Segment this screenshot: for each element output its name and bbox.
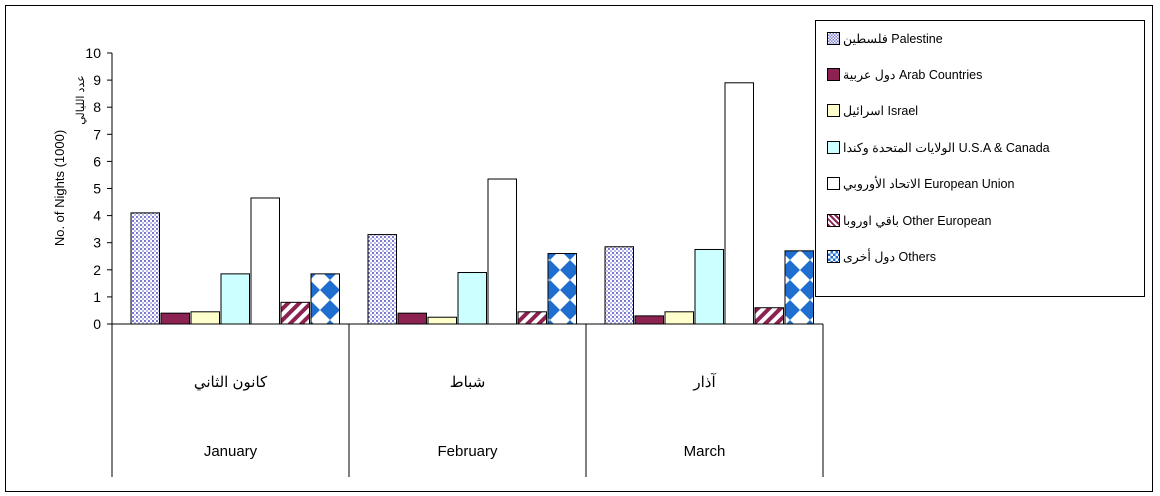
x-tick-label-arabic: آذار: [692, 373, 716, 391]
bar: [310, 273, 340, 325]
y-tick-label: 3: [93, 235, 101, 251]
bar: [784, 250, 814, 325]
y-axis-label-arabic: عدد الليالي: [75, 75, 87, 125]
bar: [280, 301, 310, 325]
x-tick-label: February: [437, 443, 498, 460]
chart-frame: [5, 5, 1153, 492]
y-tick-label: 9: [93, 72, 101, 88]
bar: [367, 234, 397, 325]
legend-item: دول أخرى Others: [827, 247, 936, 265]
legend-label: اسرائيل Israel: [843, 104, 919, 119]
legend-swatch: [827, 140, 840, 154]
legend-item: الولايات المتحدة وكندا U.S.A & Canada: [827, 138, 1050, 156]
bar: [190, 311, 220, 325]
bar: [547, 253, 577, 325]
y-axis-label: No. of Nights (1000): [52, 130, 67, 246]
y-tick-label: 6: [93, 153, 101, 169]
bar: [517, 311, 547, 325]
legend-swatch: [827, 104, 840, 118]
y-tick-label: 10: [85, 45, 101, 61]
x-tick-label-arabic: كانون الثاني: [194, 374, 268, 391]
bar: [634, 315, 664, 325]
bar: [160, 312, 190, 325]
bar: [694, 248, 724, 325]
y-tick-label: 7: [93, 126, 101, 142]
legend-swatch: [827, 31, 840, 45]
y-tick-label: 1: [93, 289, 101, 305]
x-tick-label: January: [204, 443, 258, 460]
legend-swatch: [827, 177, 840, 191]
legend-item: اسرائيل Israel: [827, 102, 918, 120]
y-tick-label: 0: [93, 316, 101, 332]
x-tick-label-arabic: شباط: [450, 374, 486, 391]
legend-item: باقي اوروبا Other European: [827, 211, 991, 229]
legend-swatch: [827, 249, 840, 263]
y-tick-label: 2: [93, 262, 101, 278]
y-tick-label: 8: [93, 99, 101, 115]
legend-item: الاتحاد الأوروبي European Union: [827, 175, 1014, 193]
legend: فلسطين Palestine دول عربية Arab Countries…: [815, 20, 1145, 297]
bar: [427, 316, 457, 325]
legend-swatch: [827, 213, 840, 227]
bar: [724, 82, 754, 325]
y-tick-label: 4: [93, 208, 101, 224]
bar: [754, 307, 784, 325]
x-tick-label: March: [684, 443, 726, 460]
legend-label: الاتحاد الأوروبي European Union: [843, 177, 1015, 192]
bar: [457, 272, 487, 325]
legend-swatch: [827, 67, 840, 81]
legend-item: فلسطين Palestine: [827, 29, 943, 47]
bar: [487, 178, 517, 325]
bar: [130, 212, 160, 325]
legend-label: دول أخرى Others: [843, 249, 937, 264]
bar: [664, 311, 694, 325]
bar: [220, 273, 250, 325]
y-tick-label: 5: [93, 181, 101, 197]
legend-label: الولايات المتحدة وكندا U.S.A & Canada: [843, 140, 1050, 155]
legend-label: دول عربية Arab Countries: [843, 67, 983, 82]
bar: [250, 197, 280, 325]
legend-item: دول عربية Arab Countries: [827, 65, 982, 83]
bar: [397, 312, 427, 325]
bar: [604, 246, 634, 325]
legend-label: باقي اوروبا Other European: [843, 213, 992, 228]
legend-label: فلسطين Palestine: [843, 31, 943, 46]
